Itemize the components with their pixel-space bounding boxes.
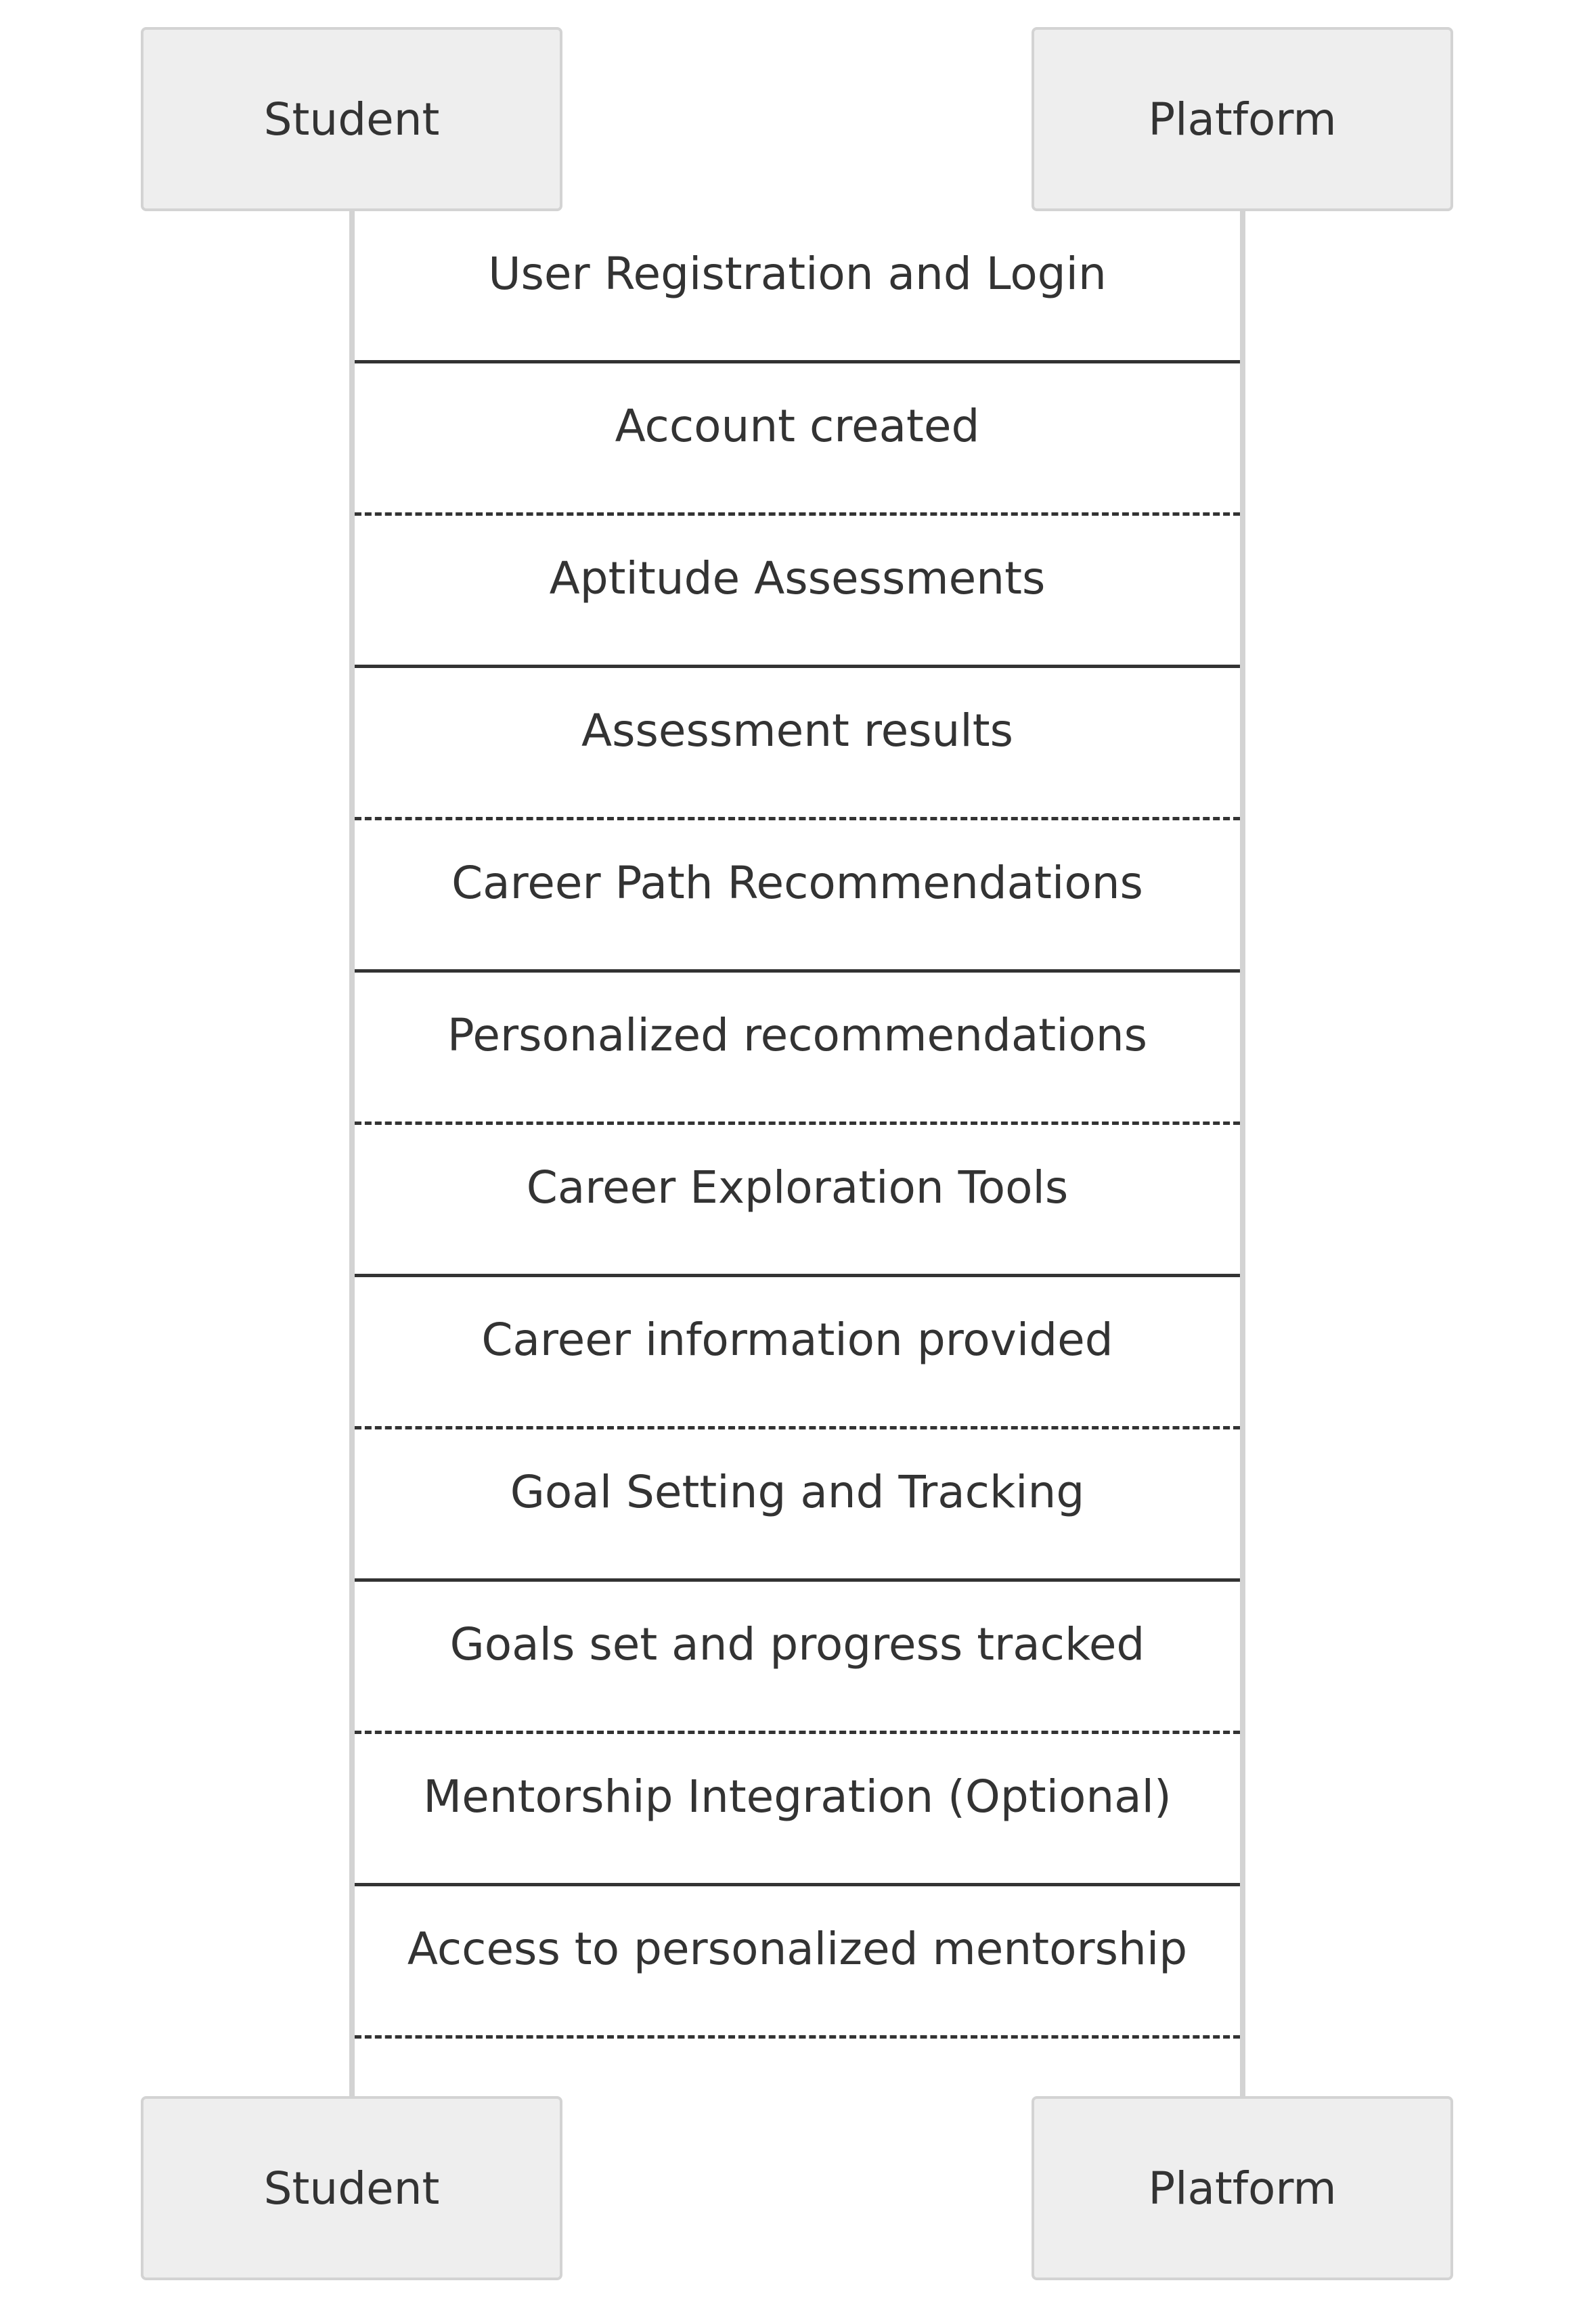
- message-label: User Registration and Login: [488, 248, 1107, 300]
- message-arrow-line: [355, 1883, 1240, 1886]
- message-reply-line: [355, 512, 1240, 516]
- message-label: Career information provided: [481, 1314, 1113, 1366]
- message-account-created: Account created: [355, 363, 1240, 516]
- message-career-path-recommendations: Career Path Recommendations: [355, 820, 1240, 973]
- message-mentorship-integration: Mentorship Integration (Optional): [355, 1734, 1240, 1886]
- message-label: Goal Setting and Tracking: [510, 1466, 1085, 1518]
- message-user-registration: User Registration and Login: [355, 211, 1240, 363]
- message-arrow-line: [355, 360, 1240, 363]
- message-personalized-recommendations: Personalized recommendations: [355, 973, 1240, 1125]
- message-label: Career Exploration Tools: [526, 1161, 1069, 1214]
- message-reply-line: [355, 1121, 1240, 1125]
- message-arrow-line: [355, 665, 1240, 668]
- message-goals-set-progress-tracked: Goals set and progress tracked: [355, 1582, 1240, 1734]
- message-assessment-results: Assessment results: [355, 668, 1240, 820]
- message-career-information-provided: Career information provided: [355, 1277, 1240, 1429]
- message-access-to-mentorship: Access to personalized mentorship: [355, 1886, 1240, 2039]
- message-arrow-line: [355, 1274, 1240, 1277]
- message-reply-line: [355, 2035, 1240, 2039]
- message-reply-line: [355, 817, 1240, 820]
- actor-platform-top: Platform: [1032, 27, 1453, 211]
- message-reply-line: [355, 1731, 1240, 1734]
- actor-student-bottom: Student: [141, 2096, 562, 2280]
- actor-student-top: Student: [141, 27, 562, 211]
- message-arrow-line: [355, 1578, 1240, 1582]
- lifeline-student: [349, 211, 355, 2096]
- lifeline-platform: [1240, 211, 1245, 2096]
- message-career-exploration-tools: Career Exploration Tools: [355, 1125, 1240, 1277]
- message-label: Personalized recommendations: [447, 1009, 1148, 1061]
- message-label: Goals set and progress tracked: [449, 1618, 1145, 1670]
- actor-platform-bottom: Platform: [1032, 2096, 1453, 2280]
- message-label: Access to personalized mentorship: [407, 1923, 1188, 1975]
- message-arrow-line: [355, 969, 1240, 973]
- message-reply-line: [355, 1426, 1240, 1429]
- message-label: Assessment results: [581, 705, 1013, 757]
- message-label: Career Path Recommendations: [451, 857, 1143, 909]
- message-label: Aptitude Assessments: [549, 552, 1046, 604]
- message-label: Account created: [615, 400, 980, 452]
- message-label: Mentorship Integration (Optional): [423, 1771, 1172, 1823]
- message-aptitude-assessments: Aptitude Assessments: [355, 516, 1240, 668]
- message-goal-setting-tracking: Goal Setting and Tracking: [355, 1429, 1240, 1582]
